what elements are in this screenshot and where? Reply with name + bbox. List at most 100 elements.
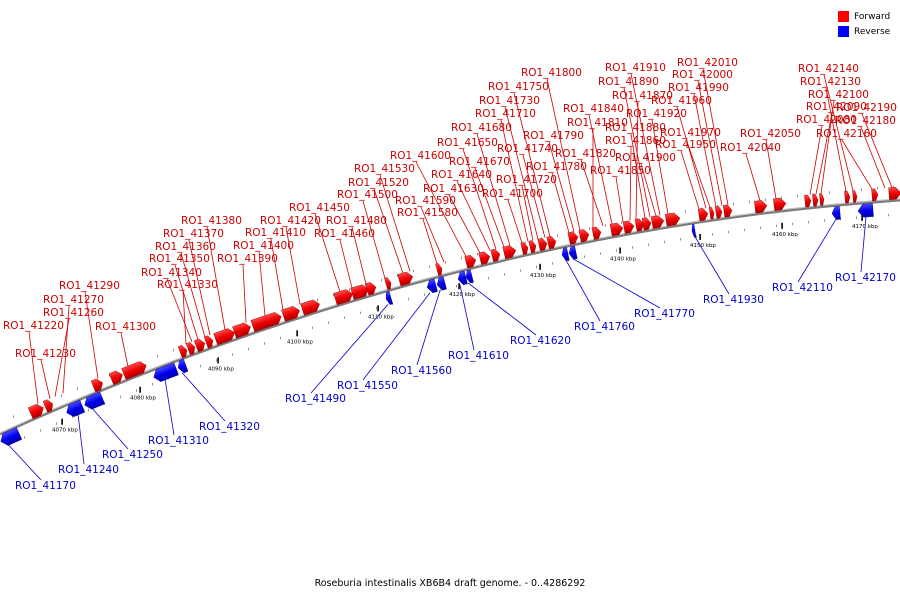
minor-tick	[829, 191, 830, 194]
forward-gene-arrow	[502, 245, 517, 260]
leader-line	[206, 226, 226, 330]
minor-tick	[88, 408, 89, 412]
major-tick	[861, 214, 863, 221]
legend: Forward Reverse	[838, 9, 890, 39]
minor-tick	[749, 200, 750, 204]
legend-forward-label: Forward	[854, 11, 891, 22]
gene-label: RO1_41250	[102, 449, 163, 461]
minor-tick	[605, 224, 606, 227]
gene-label: RO1_41990	[668, 82, 729, 94]
leader-line	[697, 80, 723, 206]
minor-tick	[397, 274, 398, 277]
minor-tick	[824, 219, 825, 222]
forward-gene-arrow	[108, 370, 123, 385]
minor-tick	[616, 249, 617, 252]
forward-gene-arrow	[708, 206, 715, 220]
minor-tick	[200, 364, 201, 368]
leader-line	[84, 291, 99, 379]
gene-features	[0, 187, 900, 446]
leader-line	[456, 180, 491, 251]
minor-tick	[120, 395, 121, 399]
tick-label: 4150 kbp	[690, 243, 716, 249]
forward-gene-arrow	[714, 205, 723, 219]
gene-label: RO1_41290	[59, 280, 120, 292]
reverse-swatch	[838, 26, 849, 37]
leader-line	[476, 133, 511, 246]
gene-label: RO1_41420	[260, 215, 321, 227]
gene-label: RO1_41260	[43, 307, 104, 319]
gene-label: RO1_41320	[199, 421, 260, 433]
forward-gene-arrow	[27, 404, 44, 420]
gene-label: RO1_41400	[233, 240, 294, 252]
minor-tick	[408, 297, 409, 301]
leader-line	[513, 92, 551, 237]
forward-gene-arrow	[478, 251, 491, 265]
leader-line	[339, 239, 353, 289]
leader-line	[373, 188, 404, 274]
minor-tick	[365, 283, 366, 287]
forward-gene-arrow	[464, 254, 477, 269]
tick-label: 4140 kbp	[610, 257, 636, 263]
gene-label: RO1_42090	[806, 101, 867, 113]
minor-tick	[792, 222, 793, 226]
gene-label: RO1_41870	[612, 90, 673, 102]
gene-label: RO1_41920	[626, 108, 687, 120]
gene-label: RO1_41360	[155, 241, 216, 253]
leader-line	[362, 292, 431, 381]
leader-line	[823, 74, 854, 191]
gene-label: RO1_41230	[15, 348, 76, 360]
minor-tick	[72, 415, 73, 418]
gene-label: RO1_41330	[157, 279, 218, 291]
minor-tick	[584, 255, 585, 259]
tick-label: 4130 kbp	[530, 273, 556, 279]
forward-gene-arrow	[664, 212, 681, 227]
gene-label: RO1_41730	[479, 95, 540, 107]
leader-line	[28, 331, 39, 405]
gene-label: RO1_41780	[526, 161, 587, 173]
minor-tick	[552, 262, 553, 265]
minor-tick	[797, 194, 798, 198]
minor-tick	[248, 347, 249, 351]
minor-tick	[648, 243, 649, 246]
major-tick	[296, 330, 298, 337]
minor-tick	[664, 240, 665, 244]
minor-tick	[712, 233, 713, 236]
gene-label: RO1_41240	[58, 464, 119, 476]
gene-label: RO1_41410	[245, 227, 306, 239]
minor-tick	[216, 359, 217, 362]
gene-label: RO1_41460	[314, 228, 375, 240]
minor-tick	[733, 202, 734, 206]
gene-label: RO1_41760	[574, 321, 635, 333]
gene-label: RO1_41720	[496, 174, 557, 186]
major-tick	[217, 357, 219, 364]
gene-label: RO1_42100	[808, 89, 869, 101]
leader-line	[765, 139, 777, 199]
major-tick	[61, 418, 63, 425]
gene-label: RO1_41900	[615, 152, 676, 164]
leader-line	[615, 176, 624, 223]
minor-tick	[152, 383, 153, 386]
minor-tick	[360, 311, 361, 315]
minor-tick	[77, 387, 78, 390]
forward-gene-arrow	[490, 248, 501, 263]
reverse-gene-arrow	[691, 224, 697, 238]
leader-line	[77, 413, 85, 465]
gene-label: RO1_41930	[703, 294, 764, 306]
reverse-gene-arrow	[66, 399, 86, 417]
gene-label: RO1_41670	[449, 156, 510, 168]
gene-label: RO1_41960	[651, 95, 712, 107]
minor-tick	[445, 261, 446, 264]
minor-tick	[56, 422, 57, 425]
minor-tick	[413, 269, 414, 273]
gene-label: RO1_41500	[337, 189, 398, 201]
reverse-gene-arrow	[436, 276, 447, 291]
leader-line	[448, 194, 481, 254]
minor-tick	[264, 342, 265, 345]
forward-gene-arrow	[528, 240, 537, 254]
leader-line	[565, 260, 601, 322]
tick-label: 4090 kbp	[208, 366, 234, 372]
reverse-gene-arrow	[385, 291, 393, 305]
gene-label: RO1_41490	[285, 393, 346, 405]
forward-gene-arrow	[546, 236, 557, 250]
minor-tick	[861, 188, 862, 191]
